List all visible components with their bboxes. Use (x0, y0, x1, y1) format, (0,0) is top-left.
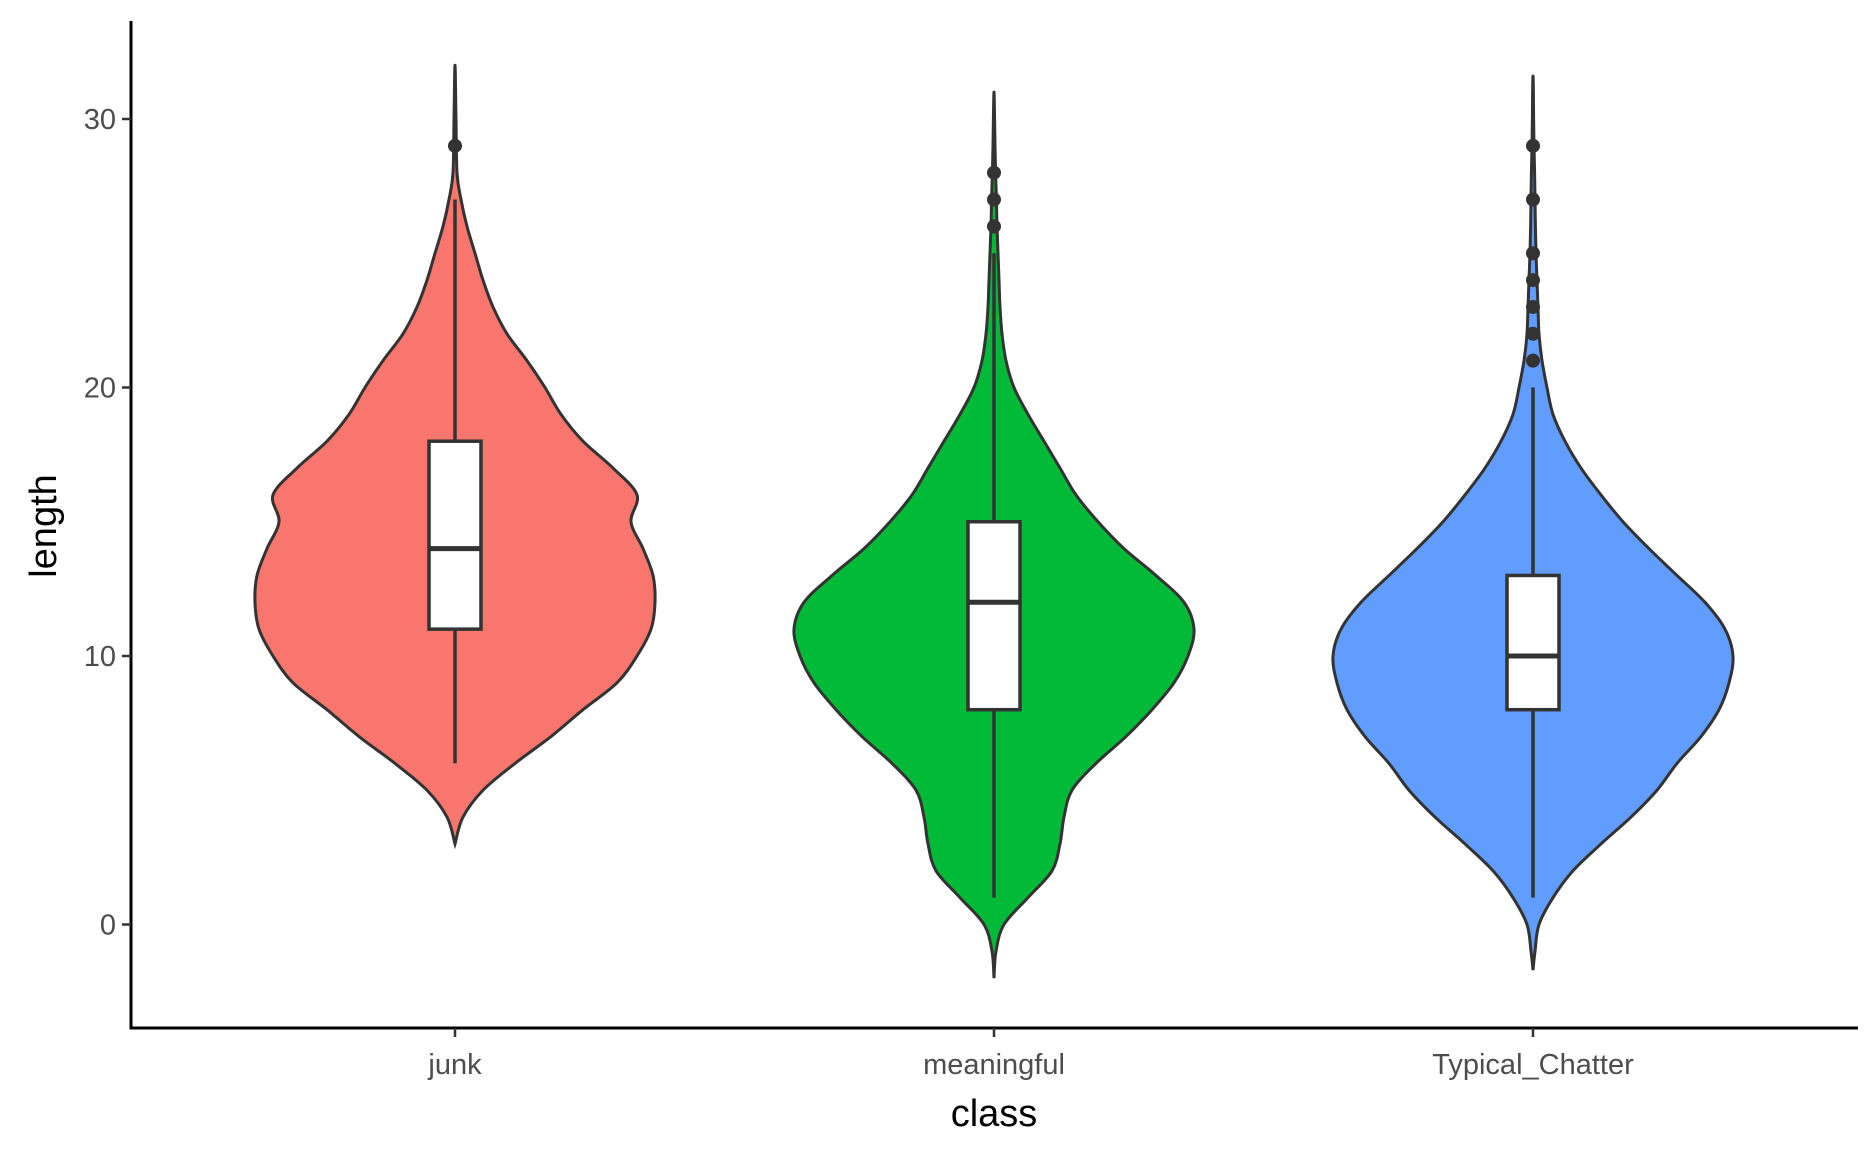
outlier-point-meaningful (987, 192, 1001, 207)
outlier-point-typical-chatter (1526, 138, 1540, 153)
boxplots-layer (427, 138, 1561, 898)
outlier-point-typical-chatter (1526, 326, 1540, 341)
x-axis-title: class (951, 1093, 1038, 1135)
box-typical-chatter (1505, 573, 1561, 712)
x-tick-label: Typical_Chatter (1432, 1049, 1634, 1081)
y-tick-label: 0 (100, 910, 116, 942)
outlier-point-typical-chatter (1526, 192, 1540, 207)
x-tick-label: junk (427, 1049, 482, 1081)
outlier-point-meaningful (987, 219, 1001, 234)
box-meaningful (966, 520, 1022, 712)
y-tick-label: 20 (84, 373, 116, 405)
y-tick-label: 10 (84, 641, 116, 673)
x-tick-label: meaningful (923, 1049, 1065, 1081)
x-ticks: junk meaningful Typical_Chatter (427, 1028, 1634, 1081)
y-tick-label: 30 (84, 104, 116, 136)
outlier-point-typical-chatter (1526, 273, 1540, 288)
y-ticks: 0 10 20 30 (84, 104, 131, 942)
outlier-point-meaningful (987, 165, 1001, 180)
outlier-point-junk (448, 138, 462, 153)
outlier-point-typical-chatter (1526, 299, 1540, 314)
y-axis-title: length (23, 474, 65, 578)
outlier-point-typical-chatter (1526, 353, 1540, 368)
outlier-point-typical-chatter (1526, 246, 1540, 261)
box-junk (427, 439, 483, 631)
